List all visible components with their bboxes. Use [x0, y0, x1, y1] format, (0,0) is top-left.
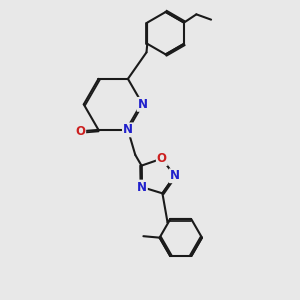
- Text: N: N: [137, 181, 147, 194]
- Text: O: O: [157, 152, 167, 165]
- Text: N: N: [170, 169, 180, 182]
- Text: N: N: [123, 123, 133, 136]
- Text: N: N: [138, 98, 148, 111]
- Text: O: O: [75, 125, 85, 138]
